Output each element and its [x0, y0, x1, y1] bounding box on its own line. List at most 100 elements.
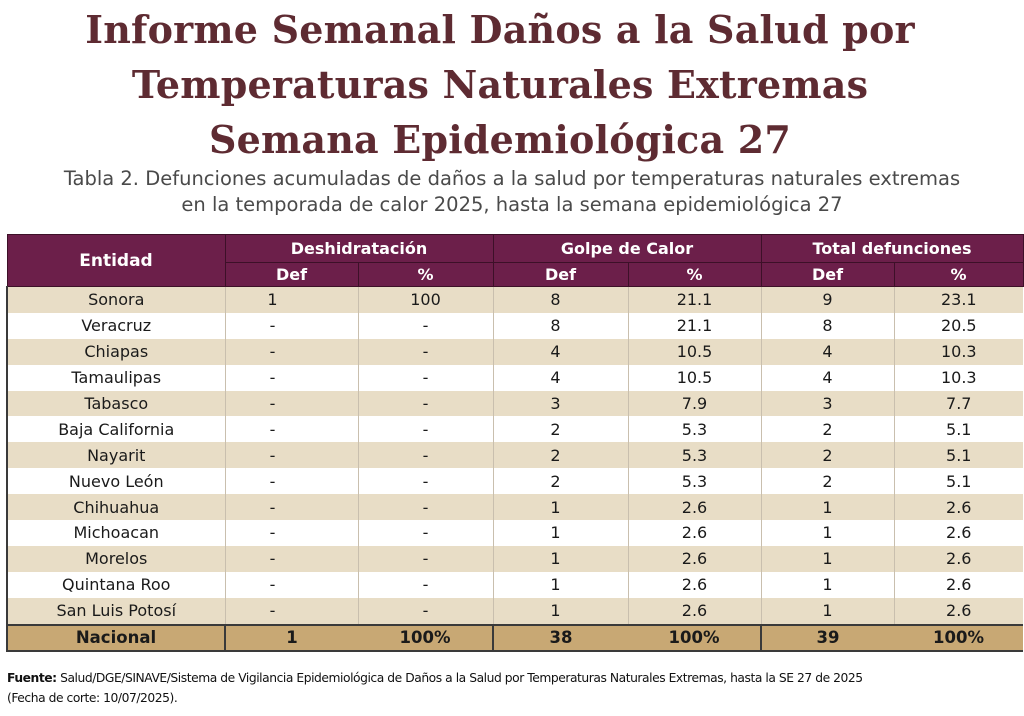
row-cell: -: [225, 597, 359, 625]
row-cell: 1: [493, 597, 629, 625]
title-line-3: Semana Epidemiológica 27: [208, 117, 792, 162]
header-pct: %: [357, 262, 494, 287]
row-cell: 5.1: [894, 442, 1024, 469]
row-cell: -: [225, 312, 359, 339]
row-cell: 1: [761, 597, 895, 625]
table-header: Entidad Deshidratación Golpe de Calor To…: [6, 234, 1024, 287]
row-cell: 1: [225, 286, 359, 313]
row-cell: 3: [493, 390, 629, 417]
row-entity: San Luis Potosí: [6, 597, 226, 625]
header-pct: %: [893, 262, 1024, 287]
row-cell: -: [225, 338, 359, 365]
header-entity: Entidad: [6, 234, 226, 287]
row-cell: 23.1: [894, 286, 1024, 313]
row-cell: -: [225, 545, 359, 572]
row-cell: 7.9: [628, 390, 762, 417]
row-cell: 5.3: [628, 468, 762, 495]
row-entity: Veracruz: [6, 312, 226, 339]
row-cell: 2: [761, 468, 895, 495]
table-row: Tabasco - -3 7.9 3 7.7: [6, 390, 1024, 417]
source-label: Fuente:: [7, 671, 57, 685]
row-cell: 2: [761, 416, 895, 443]
row-cell: 4: [761, 364, 895, 391]
row-cell: 4: [493, 364, 629, 391]
row-cell: 2.6: [628, 571, 762, 598]
row-cell: 2.6: [628, 597, 762, 625]
row-cell: 2.6: [894, 597, 1024, 625]
row-entity: Baja California: [6, 416, 226, 443]
header-def: Def: [224, 262, 359, 287]
total-label: Nacional: [6, 623, 226, 652]
table-row: San Luis Potosí - -1 2.6 1 2.6: [6, 597, 1024, 625]
deaths-table: Entidad Deshidratación Golpe de Calor To…: [6, 234, 1024, 652]
total-cell: 100%: [358, 623, 494, 652]
row-cell: 7.7: [894, 390, 1024, 417]
row-cell: 2.6: [894, 494, 1024, 521]
row-entity: Chihuahua: [6, 494, 226, 521]
row-cell: 9: [761, 286, 895, 313]
table-row: Michoacan - -1 2.6 1 2.6: [6, 520, 1024, 546]
row-cell: -: [358, 571, 494, 598]
row-cell: 10.3: [894, 364, 1024, 391]
total-row: Nacional 1 100% 38 100% 39 100%: [6, 623, 1024, 652]
source-date: (Fecha de corte: 10/07/2025).: [7, 691, 178, 705]
row-entity: Morelos: [6, 545, 226, 572]
row-cell: 8: [761, 312, 895, 339]
row-entity: Michoacan: [6, 520, 226, 546]
caption-line-1: Tabla 2. Defunciones acumuladas de daños…: [63, 167, 961, 190]
row-cell: -: [358, 338, 494, 365]
row-cell: 1: [493, 545, 629, 572]
table-row: Tamaulipas - -4 10.5 4 10.3: [6, 364, 1024, 391]
table-row: Chiapas - -4 10.5 4 10.3: [6, 338, 1024, 365]
row-cell: 3: [761, 390, 895, 417]
total-cell: 1: [225, 623, 358, 652]
header-heatstroke: Golpe de Calor: [492, 234, 762, 263]
header-total-deaths: Total defunciones: [760, 234, 1024, 263]
row-entity: Chiapas: [6, 338, 226, 365]
table-row: Baja California - -2 5.3 2 5.1: [6, 416, 1024, 443]
row-cell: 4: [761, 338, 895, 365]
row-cell: 21.1: [628, 286, 762, 313]
row-cell: 21.1: [628, 312, 762, 339]
table-body: Sonora 1 100 8 21.1 9 23.1 Veracruz - -8 21.1 8 20.5…: [6, 286, 1024, 625]
row-cell: 5.1: [894, 416, 1024, 443]
row-cell: 20.5: [894, 312, 1024, 339]
row-cell: 2: [493, 442, 629, 469]
row-cell: 4: [493, 338, 629, 365]
row-cell: 2.6: [628, 520, 762, 546]
table-row: Chihuahua - -1 2.6 1 2.6: [6, 494, 1024, 521]
row-cell: -: [225, 390, 359, 417]
row-cell: 1: [761, 494, 895, 521]
row-cell: 5.1: [894, 468, 1024, 495]
table-row: Quintana Roo - -1 2.6 1 2.6: [6, 571, 1024, 598]
source-note: Fuente: Salud/DGE/SINAVE/Sistema de Vigi…: [7, 668, 1019, 708]
table-row: Nayarit - -2 5.3 2 5.1: [6, 442, 1024, 469]
table-row: Veracruz - -8 21.1 8 20.5: [6, 312, 1024, 339]
total-cell: 100%: [628, 623, 763, 652]
row-entity: Nuevo León: [6, 468, 226, 495]
row-cell: 2.6: [894, 571, 1024, 598]
table-footer: Nacional 1 100% 38 100% 39 100%: [6, 623, 1024, 652]
row-cell: 2.6: [894, 545, 1024, 572]
title-line-2: Temperaturas Naturales Extremas: [131, 62, 869, 107]
report-title: Informe Semanal Daños a la Salud por Tem…: [0, 2, 1000, 167]
row-cell: -: [358, 545, 494, 572]
row-cell: 100: [358, 286, 494, 313]
header-pct: %: [627, 262, 762, 287]
table-row: Nuevo León - -2 5.3 2 5.1: [6, 468, 1024, 495]
table-caption: Tabla 2. Defunciones acumuladas de daños…: [0, 166, 1024, 218]
row-cell: -: [358, 468, 494, 495]
table-row: Morelos - -1 2.6 1 2.6: [6, 545, 1024, 572]
row-entity: Sonora: [6, 286, 226, 313]
total-cell: 100%: [894, 623, 1024, 652]
row-entity: Tabasco: [6, 390, 226, 417]
row-cell: 2: [761, 442, 895, 469]
row-cell: -: [225, 416, 359, 443]
row-cell: 10.3: [894, 338, 1024, 365]
row-cell: 1: [493, 494, 629, 521]
row-cell: -: [225, 520, 359, 546]
row-cell: 2.6: [894, 520, 1024, 546]
row-cell: -: [358, 520, 494, 546]
row-cell: -: [358, 597, 494, 625]
header-def: Def: [760, 262, 895, 287]
